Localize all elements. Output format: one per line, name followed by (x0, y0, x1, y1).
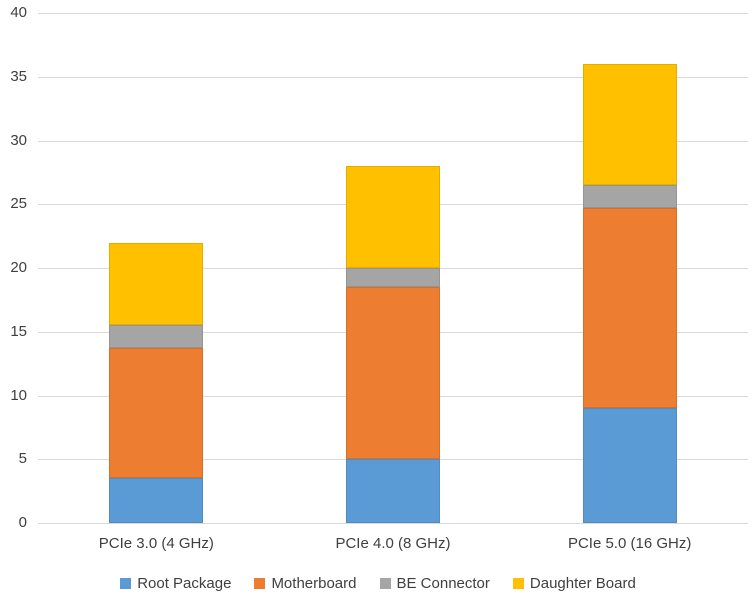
gridline (38, 13, 748, 14)
bar-segment-be-connector (346, 268, 440, 288)
bar-stack (346, 166, 440, 523)
plot-area (38, 13, 748, 524)
legend-swatch-icon (120, 577, 132, 589)
x-tick-label: PCIe 4.0 (8 GHz) (335, 535, 451, 552)
legend-item-root-package: Root Package (120, 575, 231, 592)
legend-label: Daughter Board (529, 574, 636, 592)
y-tick-label: 25 (10, 195, 27, 213)
legend-swatch-icon (379, 577, 391, 589)
legend-label: Root Package (137, 574, 232, 592)
y-tick-label: 5 (18, 450, 27, 468)
bar-segment-root-package (582, 408, 677, 523)
y-tick-label: 0 (18, 514, 27, 531)
legend-item-be-connector: BE Connector (379, 574, 490, 592)
legend-item-daughter-board: Daughter Board (512, 574, 636, 592)
gridline (38, 523, 748, 524)
legend-swatch-icon (254, 577, 266, 589)
legend-item-motherboard: Motherboard (254, 574, 357, 592)
bar-stack (109, 242, 204, 523)
gridline (38, 76, 748, 78)
x-tick-label: PCIe 3.0 (4 GHz) (98, 535, 214, 552)
bar-segment-be-connector (582, 185, 677, 209)
legend-label: BE Connector (396, 574, 490, 592)
bar-segment-daughter-board (109, 242, 204, 326)
y-tick-label: 35 (10, 67, 27, 85)
bar-segment-daughter-board (582, 64, 677, 186)
bar-segment-motherboard (582, 208, 677, 409)
bar-segment-daughter-board (346, 166, 440, 268)
bar-stack (582, 64, 677, 523)
y-axis: 0 5 10 15 20 25 30 35 40 (0, 4, 30, 531)
x-tick-label: PCIe 5.0 (16 GHz) (567, 535, 692, 552)
y-tick-label: 20 (10, 259, 27, 276)
gridline (38, 140, 748, 142)
y-tick-label: 10 (10, 386, 27, 404)
y-tick-label: 40 (10, 4, 27, 21)
bar-segment-motherboard (109, 348, 204, 479)
bar-segment-motherboard (346, 287, 440, 460)
y-tick-label: 15 (10, 322, 27, 340)
y-tick-label: 30 (10, 131, 27, 149)
bar-segment-root-package (109, 478, 204, 523)
legend-swatch-icon (512, 577, 524, 589)
bar-segment-be-connector (109, 325, 204, 349)
legend-label: Motherboard (271, 574, 357, 592)
legend: Root Package Motherboard BE Connector Daugh… (0, 572, 756, 594)
bar-segment-root-package (346, 459, 440, 523)
x-axis: PCIe 3.0 (4 GHz) PCIe 4.0 (8 GHz) PCIe 5.0… (38, 533, 748, 557)
